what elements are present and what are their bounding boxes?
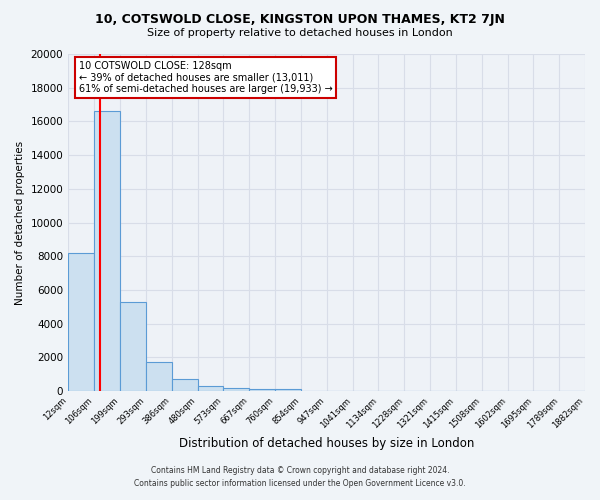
Text: Contains HM Land Registry data © Crown copyright and database right 2024.
Contai: Contains HM Land Registry data © Crown c…: [134, 466, 466, 487]
Text: Size of property relative to detached houses in London: Size of property relative to detached ho…: [147, 28, 453, 38]
Bar: [68, 253, 94, 391]
Bar: [223, 388, 249, 391]
X-axis label: Distribution of detached houses by size in London: Distribution of detached houses by size …: [179, 437, 474, 450]
Bar: [197, 386, 223, 391]
Bar: [146, 362, 172, 391]
Bar: [249, 388, 275, 391]
Bar: [275, 390, 301, 391]
Bar: [120, 302, 146, 391]
Bar: [172, 380, 197, 391]
Text: 10 COTSWOLD CLOSE: 128sqm
← 39% of detached houses are smaller (13,011)
61% of s: 10 COTSWOLD CLOSE: 128sqm ← 39% of detac…: [79, 60, 332, 94]
Bar: [94, 112, 120, 391]
Text: 10, COTSWOLD CLOSE, KINGSTON UPON THAMES, KT2 7JN: 10, COTSWOLD CLOSE, KINGSTON UPON THAMES…: [95, 12, 505, 26]
Y-axis label: Number of detached properties: Number of detached properties: [15, 140, 25, 304]
